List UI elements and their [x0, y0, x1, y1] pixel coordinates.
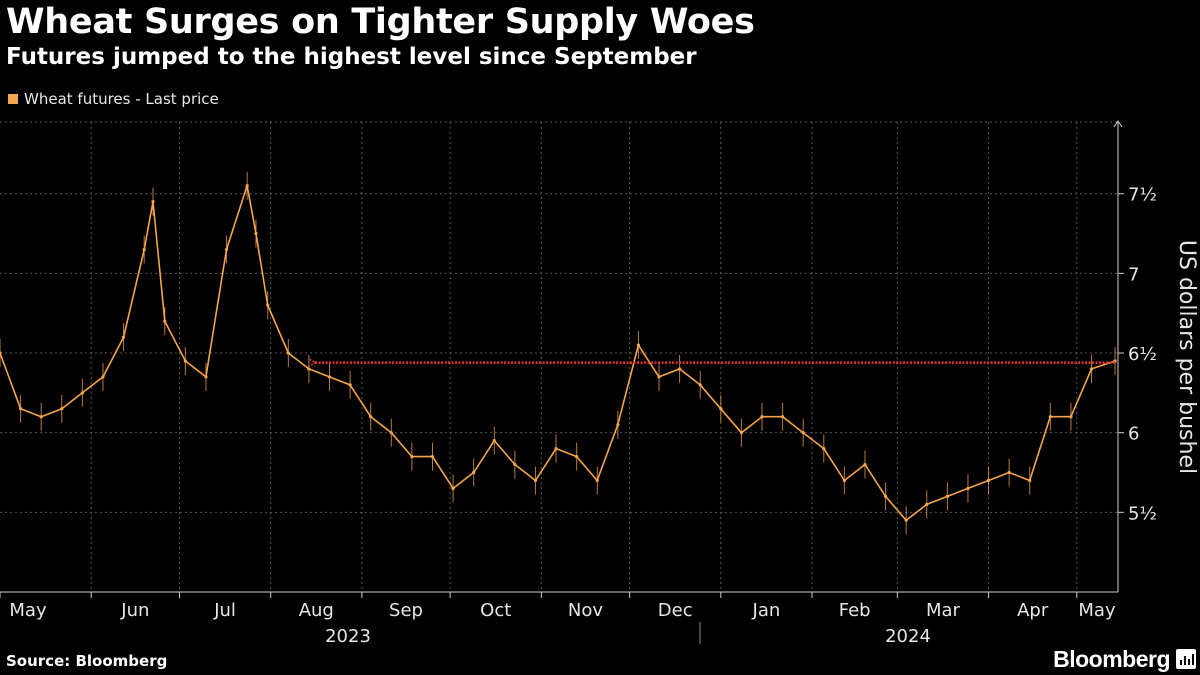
data-point: [410, 454, 414, 459]
y-axis-arrow: [1113, 120, 1123, 128]
data-point: [204, 375, 208, 379]
data-point: [492, 439, 496, 443]
data-point: [101, 375, 105, 379]
data-point: [430, 454, 435, 459]
data-point: [1069, 415, 1073, 419]
legend-label: Wheat futures - Last price: [24, 90, 219, 108]
data-point: [533, 478, 538, 483]
data-point: [1089, 367, 1094, 371]
data-point: [245, 184, 249, 188]
data-point: [678, 367, 682, 371]
x-month-label: Sep: [389, 600, 423, 621]
data-point: [616, 423, 620, 427]
data-point: [575, 454, 579, 459]
source-note: Source: Bloomberg: [6, 652, 168, 670]
data-point: [121, 335, 126, 339]
data-point: [822, 447, 826, 451]
data-point: [904, 518, 908, 522]
data-point: [80, 391, 84, 395]
x-month-label: Mar: [926, 600, 961, 621]
y-tick-label: 6: [1128, 424, 1139, 445]
data-point: [348, 383, 352, 387]
data-point: [266, 303, 270, 307]
data-point: [554, 447, 558, 451]
chart-subtitle: Futures jumped to the highest level sinc…: [6, 44, 697, 70]
legend-swatch: [8, 94, 18, 104]
x-year-label-2024: 2024: [885, 626, 931, 647]
data-point: [183, 359, 187, 363]
data-point: [369, 415, 373, 419]
data-point: [254, 231, 258, 236]
data-point: [513, 462, 517, 467]
data-point: [389, 431, 393, 435]
data-point: [760, 415, 764, 419]
y-axis-title: US dollars per bushel: [1174, 240, 1199, 474]
data-point: [163, 319, 167, 323]
data-point: [451, 486, 455, 491]
x-month-label: Apr: [1017, 600, 1049, 621]
grid: [0, 121, 1118, 592]
data-point: [1048, 415, 1052, 419]
bloomberg-logo: Bloomberg: [1053, 646, 1170, 672]
data-point: [863, 462, 867, 467]
x-month-label: Dec: [658, 600, 693, 621]
data-point: [781, 415, 785, 419]
data-point: [636, 343, 641, 347]
data-point: [224, 247, 229, 252]
y-tick-label: 7½: [1128, 185, 1157, 206]
y-tick-label: 5½: [1128, 503, 1157, 524]
y-tick-label: 6½: [1128, 344, 1157, 365]
chart-title: Wheat Surges on Tighter Supply Woes: [6, 2, 755, 42]
x-month-label: Jan: [752, 600, 781, 621]
data-point: [739, 431, 744, 435]
series-line: [0, 184, 1116, 522]
data-point: [842, 478, 846, 483]
data-point: [327, 375, 332, 379]
data-point: [472, 470, 476, 475]
data-point: [945, 494, 949, 499]
data-point: [142, 247, 146, 252]
data-point: [1028, 478, 1032, 483]
data-point: [0, 351, 2, 355]
x-month-label: Aug: [299, 600, 334, 621]
x-month-label: Oct: [480, 600, 511, 621]
data-point: [801, 431, 805, 435]
x-month-label: Jul: [213, 600, 236, 621]
y-tick-label: 7: [1128, 264, 1139, 285]
data-point: [966, 486, 970, 491]
data-point: [925, 502, 929, 506]
axis-labels: 5½ 6 6½ 7 7½ May Jun Jul Aug Sep Oct Nov Dec Jan Feb Ma…: [9, 185, 1199, 647]
data-point: [883, 494, 888, 499]
data-point: [60, 407, 64, 411]
data-point: [595, 478, 599, 483]
x-month-label: Feb: [839, 600, 871, 621]
series-wheat-futures: [0, 171, 1117, 535]
data-point: [151, 200, 155, 204]
data-point: [698, 383, 702, 387]
x-year-label-2023: 2023: [325, 626, 371, 647]
data-point: [39, 415, 43, 419]
data-point: [307, 367, 311, 371]
x-month-label: Jun: [120, 600, 149, 621]
data-point: [986, 478, 991, 483]
x-month-label: May: [1078, 600, 1116, 621]
axes: [0, 120, 1124, 644]
data-point: [18, 407, 23, 411]
legend: Wheat futures - Last price: [8, 90, 219, 108]
x-month-label: Nov: [568, 600, 603, 621]
x-month-label: May: [9, 600, 47, 621]
bloomberg-bars-icon: [1176, 649, 1196, 669]
data-point: [286, 351, 290, 355]
data-point: [719, 407, 723, 411]
data-point: [657, 375, 661, 379]
data-point: [1007, 470, 1011, 475]
